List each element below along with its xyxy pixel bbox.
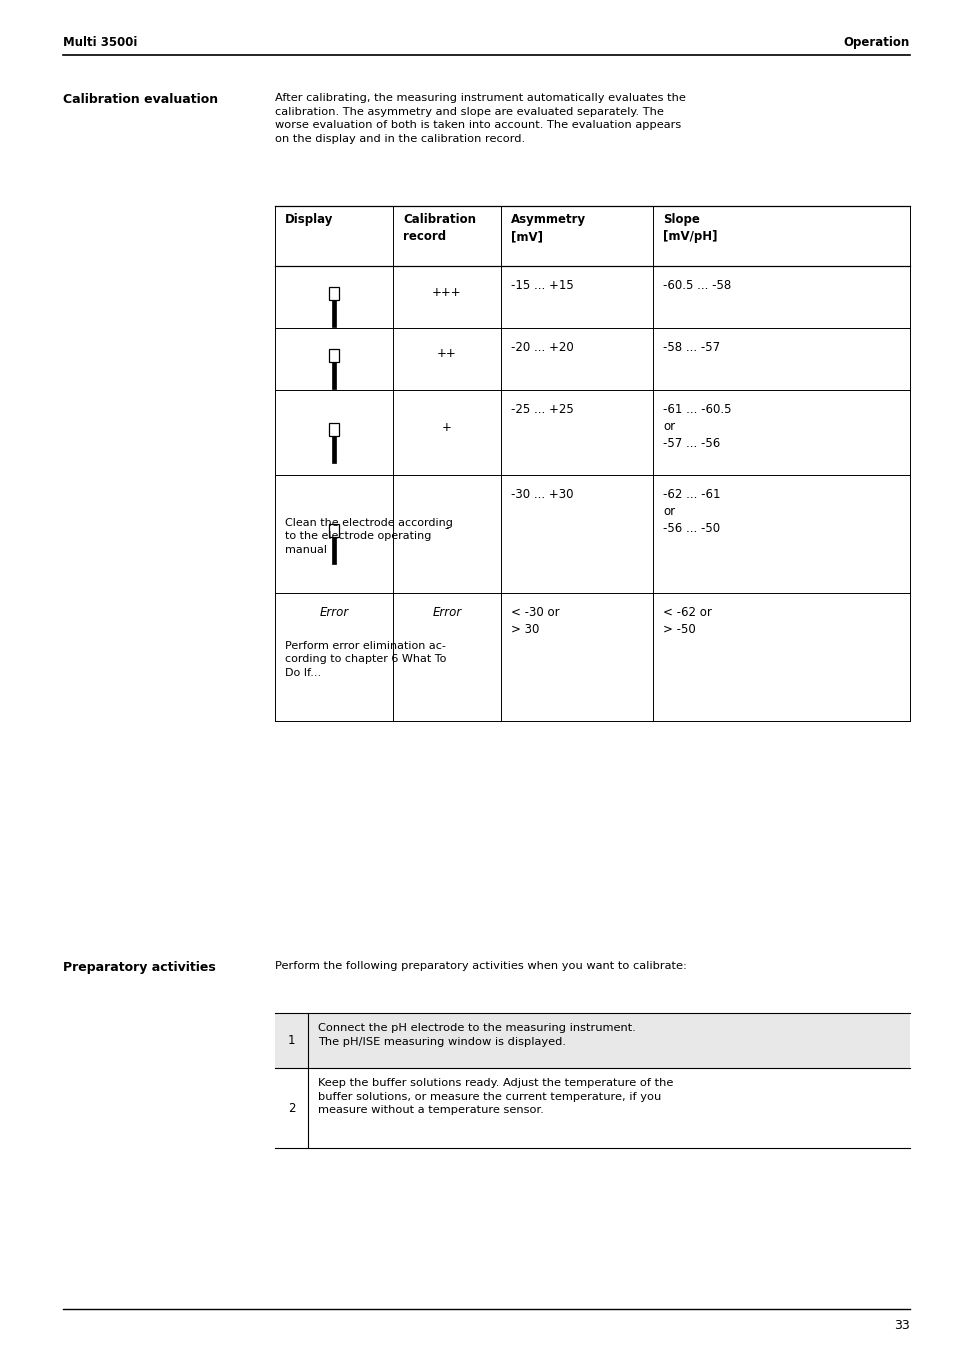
Text: Perform error elimination ac-
cording to chapter 6 What To
Do If...: Perform error elimination ac- cording to… [285,640,446,678]
Text: < -62 or
> -50: < -62 or > -50 [662,607,711,636]
Text: Display: Display [285,213,333,226]
Text: +++: +++ [432,285,461,299]
Bar [332,536,335,563]
Text: Asymmetry
[mV]: Asymmetry [mV] [511,213,585,243]
Bar [332,435,335,462]
Bar [329,349,338,362]
Bar [332,300,335,327]
Bar [329,286,338,300]
Text: Error: Error [319,607,348,619]
Text: -62 ... -61
or
-56 ... -50: -62 ... -61 or -56 ... -50 [662,488,720,535]
Text: -25 ... +25: -25 ... +25 [511,403,573,416]
Text: Multi 3500i: Multi 3500i [63,36,137,49]
Text: +: + [441,422,452,434]
Text: -: - [444,523,449,535]
Text: ++: ++ [436,347,456,361]
Text: 1: 1 [288,1034,294,1047]
Bar [332,362,335,389]
Text: Error: Error [432,607,461,619]
Text: -30 ... +30: -30 ... +30 [511,488,573,501]
Text: -60.5 ... -58: -60.5 ... -58 [662,280,731,292]
Text: Calibration
record: Calibration record [402,213,476,243]
Text: Clean the electrode according
to the electrode operating
manual: Clean the electrode according to the ele… [285,517,453,555]
Text: Slope
[mV/pH]: Slope [mV/pH] [662,213,717,243]
Bar [329,423,338,435]
Text: Keep the buffer solutions ready. Adjust the temperature of the
buffer solutions,: Keep the buffer solutions ready. Adjust … [317,1078,673,1115]
Bar [329,524,338,536]
Text: Operation: Operation [842,36,909,49]
Text: < -30 or
> 30: < -30 or > 30 [511,607,559,636]
Text: Perform the following preparatory activities when you want to calibrate:: Perform the following preparatory activi… [274,961,686,971]
Text: Calibration evaluation: Calibration evaluation [63,93,218,105]
Text: After calibrating, the measuring instrument automatically evaluates the
calibrat: After calibrating, the measuring instrum… [274,93,685,143]
Text: Connect the pH electrode to the measuring instrument.
The pH/ISE measuring windo: Connect the pH electrode to the measurin… [317,1023,636,1047]
Text: -15 ... +15: -15 ... +15 [511,280,573,292]
Text: Preparatory activities: Preparatory activities [63,961,215,974]
Text: 2: 2 [288,1101,294,1115]
Text: 33: 33 [893,1319,909,1332]
Text: -61 ... -60.5
or
-57 ... -56: -61 ... -60.5 or -57 ... -56 [662,403,731,450]
Bar [274,1013,909,1069]
Text: -20 ... +20: -20 ... +20 [511,340,573,354]
Text: -58 ... -57: -58 ... -57 [662,340,720,354]
